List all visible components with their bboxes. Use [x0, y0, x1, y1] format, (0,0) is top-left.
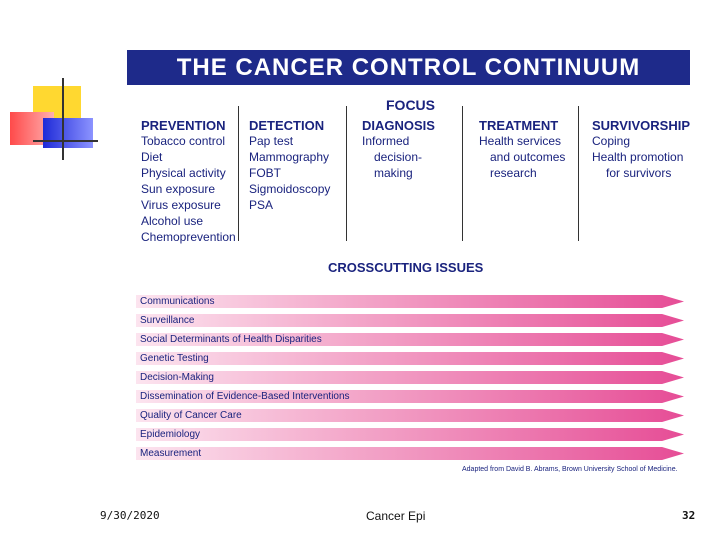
issue-label: Decision-Making [140, 372, 214, 383]
phase-survivorship: SURVIVORSHIP Coping Health promotion for… [592, 118, 690, 181]
phase-item: Diet [141, 150, 163, 164]
phase-item: research [490, 166, 537, 180]
issue-label: Communications [140, 296, 215, 307]
decor-vertical-line [62, 78, 64, 160]
phase-treatment: TREATMENT Health services and outcomes r… [479, 118, 565, 181]
phase-item: Tobacco control [141, 134, 226, 148]
column-divider [578, 106, 579, 241]
decor-blue-square [43, 118, 93, 148]
slide-title-banner: THE CANCER CONTROL CONTINUUM [127, 50, 690, 85]
phase-header: DIAGNOSIS [362, 118, 435, 133]
phase-item: Alcohol use [141, 214, 204, 228]
column-divider [346, 106, 347, 241]
phase-diagnosis: DIAGNOSIS Informed decision- making [362, 118, 435, 181]
phase-item: Mammography [249, 150, 330, 164]
footer-title: Cancer Epi [366, 509, 426, 523]
issue-arrow [136, 295, 684, 308]
crosscutting-title: CROSSCUTTING ISSUES [328, 260, 484, 275]
issue-label: Epidemiology [140, 429, 201, 440]
slide-title: THE CANCER CONTROL CONTINUUM [176, 53, 641, 81]
phase-item: and outcomes [490, 150, 566, 164]
column-divider [462, 106, 463, 241]
phase-header: TREATMENT [479, 118, 559, 133]
issue-arrow [136, 390, 684, 403]
phase-item: Virus exposure [141, 198, 221, 212]
focus-label: FOCUS [386, 97, 435, 113]
phase-item: FOBT [249, 166, 281, 180]
issue-label: Measurement [140, 448, 202, 459]
phase-item: Sigmoidoscopy [249, 182, 331, 196]
phase-item: Chemoprevention [141, 230, 236, 244]
issue-label: Quality of Cancer Care [140, 410, 242, 421]
phase-header: DETECTION [249, 118, 325, 133]
phase-item: Health promotion [592, 150, 684, 164]
column-divider [238, 106, 239, 241]
phase-item: Health services [479, 134, 562, 148]
issue-label: Surveillance [140, 315, 195, 326]
issue-arrow [136, 428, 684, 441]
decor-horizontal-line [33, 140, 98, 142]
issue-label: Dissemination of Evidence-Based Interven… [140, 391, 350, 402]
source-credit: Adapted from David B. Abrams, Brown Univ… [462, 466, 678, 473]
phase-item: making [374, 166, 413, 180]
phase-item: decision- [374, 150, 423, 164]
issue-arrow [136, 352, 684, 365]
phase-item: Physical activity [141, 166, 226, 180]
phase-header: SURVIVORSHIP [592, 118, 691, 133]
phase-detection: DETECTION Pap test Mammography FOBT Sigm… [249, 118, 330, 213]
page-number: 32 [682, 509, 696, 522]
issue-label: Social Determinants of Health Disparitie… [140, 334, 322, 345]
issue-arrow [136, 333, 684, 346]
phase-header: PREVENTION [141, 118, 226, 133]
phase-item: Informed [362, 134, 410, 148]
issue-label: Genetic Testing [140, 353, 209, 364]
phase-item: for survivors [606, 166, 672, 180]
footer-date: 9/30/2020 [100, 509, 160, 522]
phase-item: PSA [249, 198, 274, 212]
phase-prevention: PREVENTION Tobacco control Diet Physical… [141, 118, 236, 245]
issue-arrow [136, 409, 684, 422]
phase-item: Pap test [249, 134, 294, 148]
phase-item: Sun exposure [141, 182, 216, 196]
issue-arrow [136, 447, 684, 460]
issue-arrow [136, 314, 684, 327]
issue-arrow [136, 371, 684, 384]
phase-item: Coping [592, 134, 631, 148]
